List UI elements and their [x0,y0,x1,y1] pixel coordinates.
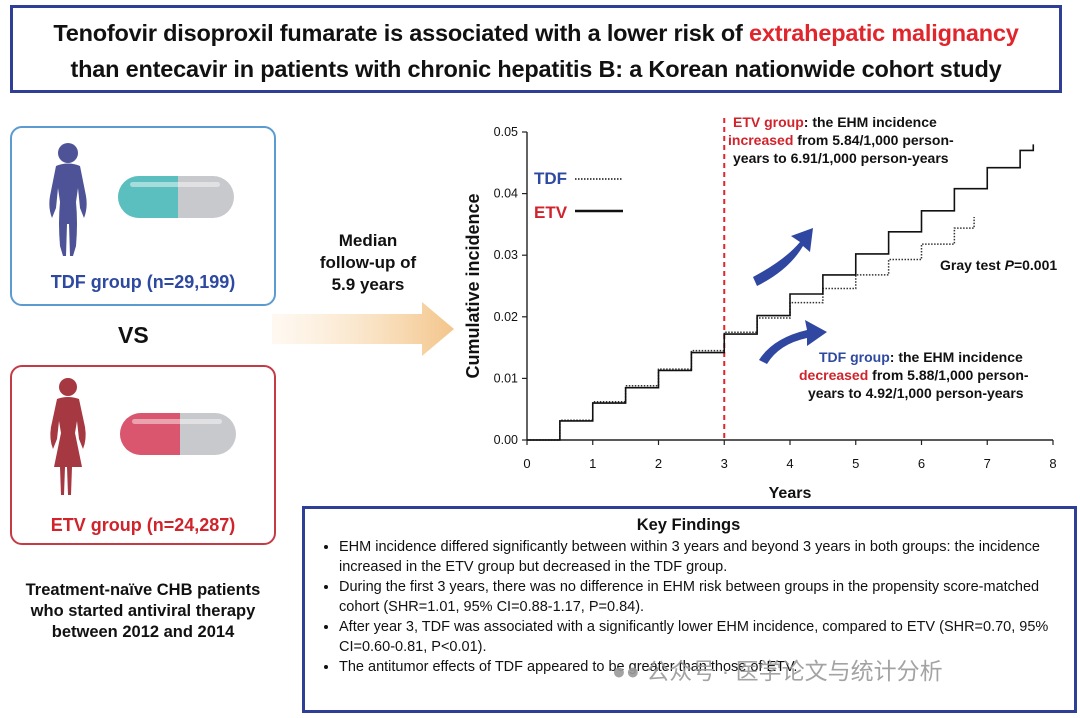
wechat-icon: ●● [612,658,647,684]
big-right-arrow [272,302,454,356]
median-follow-up: Median follow-up of 5.9 years [319,231,417,294]
finding-item: EHM incidence differed significantly bet… [339,537,1060,577]
finding-item: The antitumor effects of TDF appeared to… [339,657,1060,677]
finding-item: During the first 3 years, there was no d… [339,577,1060,617]
x-axis-label: Years [769,485,812,502]
title-line-2: than entecavir in patients with chronic … [70,56,1002,82]
title-box: Tenofovir disoproxil fumarate is associa… [10,5,1062,93]
watermark: ●● 公众号 · 医学论文与统计分析 [612,658,943,684]
y-tick-label: 0.02 [494,310,518,324]
tdf-group-label: TDF group (n=29,199) [50,272,236,292]
key-findings-box: Key Findings EHM incidence differed sign… [302,506,1077,713]
title-highlight: extrahepatic malignancy [748,20,1019,46]
tdf-annotation-line-2: decreased from 5.88/1,000 person- [799,367,1029,383]
x-tick-label: 2 [655,456,662,471]
key-findings-heading: Key Findings [636,516,741,534]
etv-pill-icon [120,413,236,455]
x-tick-label: 8 [1049,456,1056,471]
etv-group-card: ETV group (n=24,287) [10,365,276,545]
patients-description: Treatment-naïve CHB patients who started… [25,581,261,641]
y-tick-label: 0.04 [494,187,518,201]
etv-group-label: ETV group (n=24,287) [50,515,236,535]
x-tick-label: 0 [523,456,530,471]
decrease-arrow-icon [759,320,827,364]
cumulative-incidence-chart: 0.00 0.01 0.02 0.03 0.04 0.05 0 1 2 3 4 5 6 7 8 Years Cu… [463,114,1057,502]
y-tick-label: 0.03 [494,248,518,262]
etv-annotation-line-2: increased from 5.84/1,000 person- [728,132,954,148]
gray-test-label: Gray test P=0.001 [940,257,1057,273]
key-findings-list: EHM incidence differed significantly bet… [317,537,1060,677]
y-tick-label: 0.01 [494,371,518,385]
etv-card-graphics [50,378,236,495]
tdf-annotation-line-3: years to 4.92/1,000 person-years [808,385,1024,401]
legend-tdf-label: TDF [534,169,567,188]
tdf-group-card: TDF group (n=29,199) [10,126,276,306]
increase-arrow-icon [753,228,813,286]
etv-series-line [527,144,1035,441]
tdf-series-line [527,217,975,441]
etv-annotation-line-3: years to 6.91/1,000 person-years [733,150,949,166]
tdf-card-graphics [49,143,234,256]
legend-etv-label: ETV [534,203,568,222]
x-tick-label: 1 [589,456,596,471]
tdf-pill-icon [118,176,234,218]
title-line-1: Tenofovir disoproxil fumarate is associa… [53,20,1019,46]
person-icon [49,143,87,256]
x-tick-label: 7 [984,456,991,471]
x-tick-label: 4 [786,456,793,471]
y-tick-label: 0.05 [494,125,518,139]
x-tick-label: 5 [852,456,859,471]
finding-item: After year 3, TDF was associated with a … [339,617,1060,657]
etv-annotation-line-1: ETV group: the EHM incidence [733,114,937,130]
person-icon [50,378,86,495]
x-tick-label: 6 [918,456,925,471]
tdf-annotation-line-1: TDF group: the EHM incidence [819,349,1023,365]
y-tick-label: 0.00 [494,433,518,447]
x-tick-label: 3 [721,456,728,471]
y-axis-label: Cumulative incidence [463,193,483,378]
vs-label: VS [118,322,149,348]
